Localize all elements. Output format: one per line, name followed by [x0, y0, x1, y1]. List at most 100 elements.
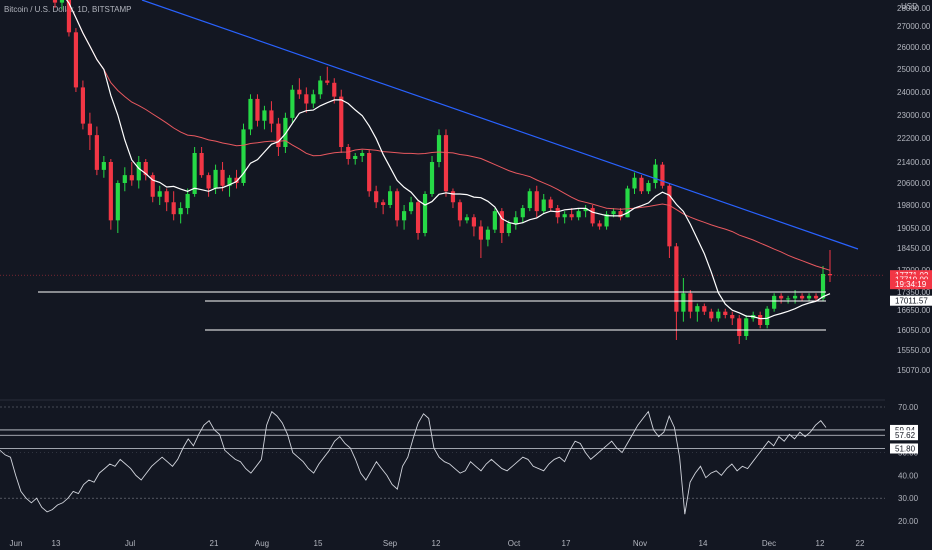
candle	[185, 188, 190, 215]
candle	[450, 188, 456, 209]
candle	[583, 205, 588, 218]
candle-body	[192, 153, 197, 194]
candle-body	[115, 183, 120, 221]
candle	[80, 80, 86, 130]
candle	[492, 208, 497, 233]
candle-body	[381, 202, 386, 205]
price-axis-tick: 21400.00	[897, 158, 931, 167]
time-axis-tick: 13	[52, 539, 61, 548]
candle	[304, 87, 309, 113]
sma-slow-line	[66, 0, 831, 271]
candle-body	[353, 156, 358, 159]
candle	[227, 175, 232, 197]
candle-body	[646, 183, 651, 192]
candle-body	[667, 185, 672, 247]
candle-body	[290, 89, 295, 118]
candle-body	[562, 214, 567, 218]
price-axis-tick: 26000.00	[897, 43, 931, 52]
candle-body	[583, 208, 588, 212]
candle-body	[213, 169, 218, 189]
candle	[799, 293, 805, 301]
candle-body	[318, 80, 323, 95]
candle	[388, 185, 393, 209]
candle	[527, 188, 532, 212]
candle-body	[569, 214, 574, 218]
price-axis-tick: 24000.00	[897, 88, 931, 97]
candle-body	[325, 80, 330, 83]
candle	[534, 185, 539, 218]
candle-body	[737, 318, 742, 336]
candle-body	[478, 226, 483, 240]
candle-body	[576, 211, 581, 218]
candle-body	[234, 177, 239, 183]
candle-body	[590, 208, 595, 224]
candle-body	[395, 191, 400, 221]
candle-body	[527, 191, 532, 209]
candle-body	[443, 135, 449, 192]
price-axis-tick: 15550.00	[897, 346, 931, 355]
price-axis-tick: 25000.00	[897, 65, 931, 74]
candle-body	[255, 98, 260, 121]
rsi-axis-tick: 30.00	[898, 494, 919, 503]
candle-body	[171, 202, 176, 215]
candle	[457, 199, 463, 227]
candle	[108, 159, 113, 230]
candle	[401, 205, 407, 230]
candle	[408, 196, 414, 215]
candle-body	[129, 175, 134, 181]
price-axis-tick: 15070.00	[897, 366, 931, 375]
candle	[353, 153, 358, 165]
candle-body	[534, 191, 539, 212]
candle-body	[346, 147, 351, 159]
candle	[199, 147, 204, 178]
time-axis-tick: Jun	[10, 539, 23, 548]
candle	[206, 172, 211, 197]
price-axis-tick: 17350.00	[897, 288, 931, 297]
candle-body	[388, 191, 393, 205]
candle-body	[297, 89, 302, 95]
candle-body	[164, 191, 169, 203]
candle	[590, 205, 595, 227]
candle	[660, 162, 665, 189]
candle-body	[716, 311, 721, 319]
candle-body	[499, 211, 504, 233]
price-axis-tick: 18450.00	[897, 244, 931, 253]
candle-body	[150, 175, 155, 197]
price-axis-tick: 23000.00	[897, 111, 931, 120]
candle	[436, 129, 442, 168]
candle-body	[276, 123, 281, 147]
candle	[688, 290, 693, 319]
candle-body	[227, 177, 232, 186]
time-axis-tick: 12	[816, 539, 825, 548]
candle-body	[408, 202, 414, 212]
candle-body	[101, 162, 106, 170]
time-axis-tick: Sep	[383, 539, 398, 548]
candle-body	[87, 123, 92, 136]
candle	[471, 214, 477, 237]
candle	[311, 89, 316, 109]
candle	[332, 78, 337, 104]
candle-body	[332, 82, 337, 97]
candle-body	[653, 164, 658, 183]
candle-body	[199, 153, 204, 176]
price-axis-tick: 19800.00	[897, 201, 931, 210]
candle-body	[450, 191, 456, 203]
candle-body	[304, 94, 309, 104]
candle	[164, 188, 169, 212]
candle	[695, 303, 700, 322]
candle-body	[779, 295, 784, 299]
candle	[541, 194, 546, 215]
price-axis-tick: 20600.00	[897, 179, 931, 188]
time-axis-tick: Nov	[633, 539, 647, 548]
time-axis-tick: 17	[562, 539, 571, 548]
candle	[101, 156, 106, 178]
candle-body	[339, 96, 344, 147]
sma-fast-line	[65, 0, 831, 320]
price-tag-label: 19:34:19	[895, 280, 927, 289]
candle	[604, 211, 609, 230]
candle	[66, 0, 72, 37]
candle	[625, 185, 630, 218]
time-axis-tick: Dec	[762, 539, 776, 548]
candle	[478, 220, 483, 258]
